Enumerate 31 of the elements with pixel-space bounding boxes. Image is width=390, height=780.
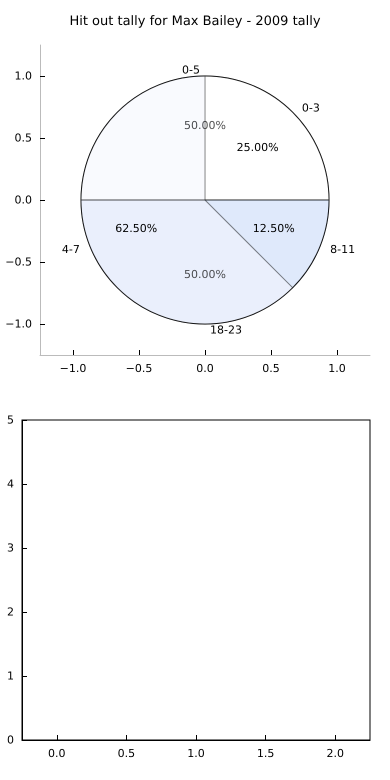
- x-tick-label: −0.5: [126, 362, 152, 375]
- x-tick-label: 1.5: [256, 747, 274, 760]
- y-tick-label: 0.0: [14, 194, 32, 206]
- y-tick-label: −1.0: [5, 318, 32, 330]
- y-tick-label: 2: [7, 606, 14, 618]
- y-tick-label: −0.5: [5, 256, 32, 268]
- y-tick-label: 4: [7, 478, 14, 490]
- y-tick-label: 5: [7, 414, 14, 426]
- data-label: 62.50%: [115, 222, 158, 235]
- slice-label: 0-3: [302, 102, 320, 115]
- slice-label: 8-11: [330, 243, 356, 256]
- y-tick-label: 1.0: [14, 70, 32, 82]
- x-tick-label: 0.5: [118, 747, 136, 760]
- y-tick-label: 1: [7, 670, 14, 682]
- x-tick-label: 1.0: [328, 362, 346, 375]
- y-tick-label: 3: [7, 542, 14, 554]
- x-tick-label: 0.0: [48, 747, 66, 760]
- x-tick-label: 0.5: [262, 362, 280, 375]
- y-tick-label: 0: [7, 734, 14, 746]
- data-label: 12.50%: [252, 222, 295, 235]
- chart-title: Hit out tally for Max Bailey - 2009 tally: [69, 14, 321, 29]
- x-tick-label: 0.0: [196, 362, 214, 375]
- slice-label: 18-23: [210, 324, 242, 336]
- data-label: 50.00%: [184, 268, 226, 281]
- slice-label: 4-7: [62, 243, 80, 256]
- x-tick-label: 2.0: [326, 747, 344, 760]
- x-tick-label: 1.0: [187, 747, 205, 760]
- y-tick-label: 0.5: [14, 132, 32, 144]
- slice-label: 0-5: [182, 64, 200, 76]
- data-label: 25.00%: [236, 140, 279, 154]
- x-tick-label: −1.0: [60, 362, 86, 375]
